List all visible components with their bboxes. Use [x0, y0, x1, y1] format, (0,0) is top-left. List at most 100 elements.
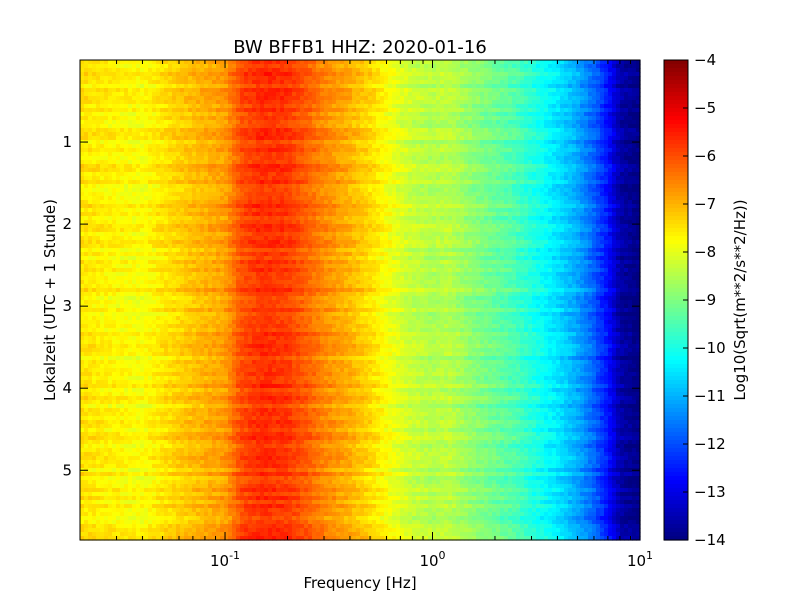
heatmap-cell — [164, 312, 169, 317]
heatmap-cell — [200, 444, 205, 449]
heatmap-cell — [180, 424, 185, 429]
heatmap-cell — [224, 256, 229, 261]
heatmap-cell — [200, 148, 205, 153]
heatmap-cell — [140, 388, 145, 393]
heatmap-cell — [164, 488, 169, 493]
heatmap-cell — [232, 180, 237, 185]
heatmap-cell — [180, 224, 185, 229]
heatmap-cell — [128, 412, 133, 417]
heatmap-cell — [144, 524, 149, 529]
heatmap-cell — [132, 308, 137, 313]
heatmap-cell — [148, 152, 153, 157]
heatmap-cell — [172, 140, 177, 145]
heatmap-cell — [160, 340, 165, 345]
heatmap-cell — [96, 532, 101, 537]
heatmap-cell — [92, 424, 97, 429]
heatmap-cell — [128, 172, 133, 177]
heatmap-cell — [208, 200, 213, 205]
heatmap-cell — [100, 272, 105, 277]
heatmap-cell — [212, 352, 217, 357]
heatmap-cell — [120, 516, 125, 521]
heatmap-cell — [200, 160, 205, 165]
heatmap-cell — [156, 448, 161, 453]
heatmap-cell — [88, 296, 93, 301]
heatmap-cell — [220, 124, 225, 129]
heatmap-cell — [92, 340, 97, 345]
heatmap-cell — [208, 440, 213, 445]
heatmap-cell — [104, 68, 109, 73]
heatmap-cell — [188, 432, 193, 437]
heatmap-cell — [232, 344, 237, 349]
heatmap-cell — [160, 108, 165, 113]
heatmap-cell — [188, 488, 193, 493]
heatmap-cell — [112, 240, 117, 245]
heatmap-cell — [84, 260, 89, 265]
heatmap-cell — [104, 152, 109, 157]
heatmap-cell — [80, 204, 85, 209]
heatmap-cell — [120, 152, 125, 157]
heatmap-cell — [124, 268, 129, 273]
heatmap-cell — [208, 368, 213, 373]
heatmap-cell — [172, 364, 177, 369]
heatmap-cell — [112, 84, 117, 89]
heatmap-cell — [88, 300, 93, 305]
heatmap-cell — [128, 132, 133, 137]
heatmap-cell — [196, 528, 201, 533]
heatmap-cell — [176, 300, 181, 305]
heatmap-cell — [92, 92, 97, 97]
heatmap-cell — [176, 252, 181, 257]
heatmap-cell — [124, 396, 129, 401]
heatmap-cell — [124, 488, 129, 493]
heatmap-cell — [196, 240, 201, 245]
heatmap-cell — [184, 360, 189, 365]
heatmap-cell — [240, 236, 245, 241]
heatmap-cell — [212, 292, 217, 297]
heatmap-cell — [220, 184, 225, 189]
heatmap-cell — [84, 536, 89, 541]
heatmap-cell — [136, 100, 141, 105]
heatmap-cell — [176, 244, 181, 249]
heatmap-cell — [240, 176, 245, 181]
heatmap-cell — [204, 528, 209, 533]
heatmap-cell — [152, 388, 157, 393]
heatmap-cell — [220, 180, 225, 185]
heatmap-cell — [108, 116, 113, 121]
heatmap-cell — [196, 212, 201, 217]
heatmap-cell — [224, 140, 229, 145]
heatmap-cell — [100, 308, 105, 313]
heatmap-cell — [204, 272, 209, 277]
heatmap-cell — [140, 452, 145, 457]
heatmap-cell — [200, 464, 205, 469]
heatmap-cell — [112, 516, 117, 521]
heatmap-cell — [104, 300, 109, 305]
heatmap-cell — [96, 272, 101, 277]
heatmap-cell — [132, 152, 137, 157]
heatmap-cell — [100, 60, 105, 65]
heatmap-cell — [228, 128, 233, 133]
heatmap-cell — [128, 164, 133, 169]
heatmap-cell — [116, 488, 121, 493]
heatmap-cell — [100, 428, 105, 433]
heatmap-cell — [120, 304, 125, 309]
heatmap-cell — [216, 384, 221, 389]
heatmap-cell — [120, 168, 125, 173]
heatmap-cell — [112, 464, 117, 469]
heatmap-cell — [160, 128, 165, 133]
heatmap-cell — [84, 212, 89, 217]
heatmap-cell — [152, 232, 157, 237]
heatmap-cell — [152, 332, 157, 337]
heatmap-cell — [160, 532, 165, 537]
heatmap-cell — [208, 248, 213, 253]
heatmap-cell — [180, 196, 185, 201]
heatmap-cell — [156, 336, 161, 341]
heatmap-cell — [80, 280, 85, 285]
heatmap-cell — [176, 136, 181, 141]
heatmap-cell — [232, 340, 237, 345]
heatmap-cell — [96, 504, 101, 509]
heatmap-cell — [148, 108, 153, 113]
heatmap-cell — [184, 88, 189, 93]
heatmap-cell — [164, 492, 169, 497]
heatmap-cell — [220, 532, 225, 537]
heatmap-cell — [152, 212, 157, 217]
heatmap-cell — [148, 508, 153, 513]
